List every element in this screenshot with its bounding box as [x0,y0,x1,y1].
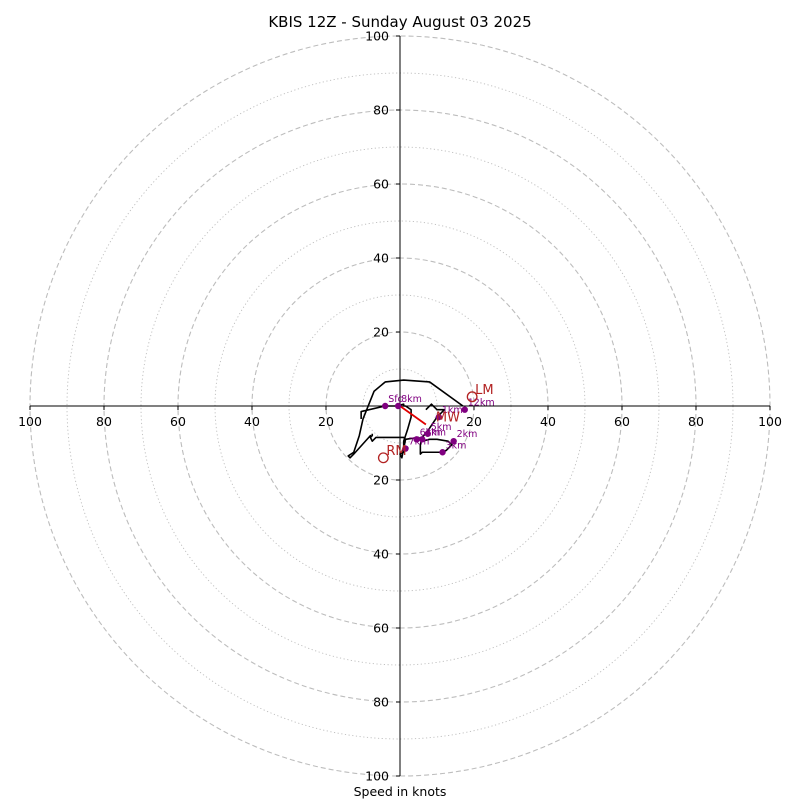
x-tick-label: 60 [614,414,630,429]
height-point-3km [439,449,446,456]
height-label: 5km [431,422,452,433]
height-point-8km [394,402,402,410]
storm-motion-RM [377,452,389,464]
height-point-12km [461,406,468,413]
y-tick-label: 80 [373,103,389,118]
y-tick-label: 100 [365,769,389,784]
mean-wind-label: MW [436,411,460,426]
tick-labels: 100 80 60 40 20 20 40 60 80 100 100 80 60 40 20 20 40 60 8… [18,29,782,784]
height-label: 6km [420,427,441,438]
x-tick-label: 60 [170,414,186,429]
height-label: 2km [457,429,478,440]
y-tick-label: 20 [373,473,389,488]
hodograph-line-segment [369,433,374,439]
height-label: 3km [446,440,467,451]
height-point-Sfc [382,402,389,410]
height-point-4km [419,436,426,443]
y-tick-label: 100 [365,29,389,44]
y-tick-label: 40 [373,251,389,266]
storm-motion-label: LM [475,383,493,398]
x-tick-label: 100 [758,414,782,429]
shear-vector [399,405,427,426]
chart-title: KBIS 12Z - Sunday August 03 2025 [268,13,531,31]
x-tick-label: 20 [466,414,482,429]
x-axis-label: Speed in knots [354,784,447,799]
x-tick-label: 40 [540,414,556,429]
x-tick-label: 40 [244,414,260,429]
height-label: Sfc [388,394,403,405]
hodograph-line-lower [405,403,453,455]
y-tick-label: 80 [373,695,389,710]
y-tick-label: 20 [373,325,389,340]
height-point-6km [413,436,420,443]
height-label: 8km [401,394,422,405]
x-tick-label: 80 [96,414,112,429]
y-tick-label: 60 [373,621,389,636]
height-point-2km [450,437,457,445]
y-tick-label: 60 [373,177,389,192]
height-label: 12km [468,398,495,409]
height-label: 7km [409,437,430,448]
x-tick-label: 100 [18,414,42,429]
storm-motion-label: RM [386,444,406,459]
hodograph-trace [347,379,464,459]
height-point-1km [435,413,443,421]
height-label: 4km [425,427,446,438]
height-point-7km [402,445,409,452]
storm-motion-LM [466,391,478,403]
x-tick-label: 20 [318,414,334,429]
height-label: 1km [442,405,463,416]
height-point-5km [424,430,431,437]
y-tick-label: 40 [373,547,389,562]
x-tick-label: 80 [688,414,704,429]
hodograph-line [347,379,464,459]
